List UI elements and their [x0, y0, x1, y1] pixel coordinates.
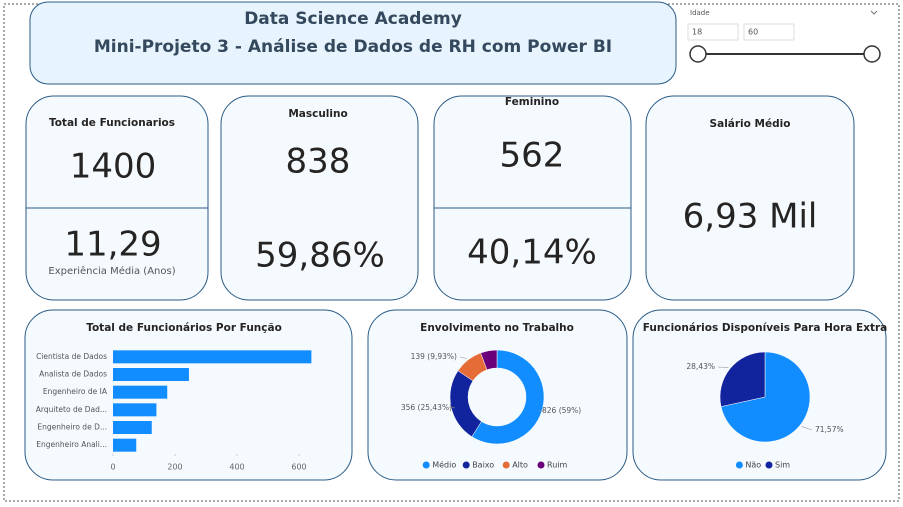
- legend-label: Baixo: [472, 461, 494, 470]
- chart-title: Total de Funcionários Por Função: [86, 322, 282, 334]
- card-sub-value: 11,29: [64, 225, 161, 265]
- data-label: 826 (59%): [542, 406, 581, 415]
- legend-marker: [537, 461, 545, 469]
- data-label: 28,43%: [686, 362, 715, 371]
- data-label: 71,57%: [815, 425, 844, 434]
- legend-label: Alto: [512, 461, 528, 470]
- x-tick-label: 0: [110, 463, 115, 472]
- card-title: Total de Funcionarios: [49, 117, 175, 129]
- bar: [113, 438, 137, 452]
- slicer-from-box[interactable]: [687, 23, 739, 41]
- y-tick-label: Analista de Dados: [39, 370, 107, 379]
- header-title: Data Science Academy: [244, 9, 462, 29]
- card: [220, 95, 419, 301]
- card: [645, 95, 855, 301]
- y-tick-label: Cientista de Dados: [36, 352, 107, 361]
- x-tick-label: 400: [229, 463, 244, 472]
- legend-label: Não: [745, 461, 761, 470]
- y-tick-label: Arquiteto de Dad...: [36, 405, 107, 414]
- y-tick-label: Engenheiro de D...: [37, 423, 107, 432]
- data-label: 356 (25,43%): [401, 403, 452, 412]
- bar: [113, 368, 189, 381]
- leader-line: [801, 426, 813, 431]
- y-tick-label: Engenheiro de IA: [43, 387, 108, 396]
- slice: [720, 351, 811, 443]
- bar: [113, 403, 157, 417]
- header-subtitle: Mini-Projeto 3 - Análise de Dados de RH …: [94, 37, 612, 57]
- y-tick-label: Engenheiro Anali...: [36, 440, 107, 449]
- card-title: Masculino: [288, 108, 347, 120]
- slice: [719, 351, 766, 407]
- slider-handle-min[interactable]: [689, 45, 707, 63]
- legend-marker: [765, 461, 773, 469]
- slider-handle-max[interactable]: [863, 45, 881, 63]
- card-value: 838: [286, 142, 351, 182]
- slicer-label: Idade: [690, 9, 710, 17]
- bar: [113, 385, 168, 399]
- card-title: Salário Médio: [710, 118, 791, 130]
- slice: [480, 349, 498, 371]
- card-title: Feminino: [505, 96, 559, 108]
- leader-line: [459, 356, 467, 359]
- x-tick-label: 200: [167, 463, 182, 472]
- legend-label: Ruim: [547, 461, 567, 470]
- slicer-chevron[interactable]: [870, 10, 878, 15]
- legend-marker: [735, 461, 743, 469]
- legend-marker: [462, 461, 470, 469]
- legend-marker: [422, 461, 430, 469]
- slicer-from: 18: [692, 28, 702, 37]
- slicer-to-box[interactable]: [743, 23, 795, 41]
- card-sub-value: 40,14%: [467, 233, 597, 273]
- slice: [471, 349, 545, 445]
- card-sub-label: Experiência Média (Anos): [48, 265, 175, 277]
- leader-line: [717, 366, 729, 368]
- bar: [113, 421, 152, 434]
- card: [433, 95, 632, 301]
- chart-title: Envolvimento no Trabalho: [420, 322, 574, 334]
- chart-card: [367, 309, 628, 481]
- header-box: [29, 1, 677, 85]
- card-value: 1400: [70, 147, 157, 187]
- legend-marker: [502, 461, 510, 469]
- leader-line: [448, 406, 456, 409]
- card-value: 6,93 Mil: [683, 197, 818, 237]
- legend-label: Médio: [432, 460, 456, 470]
- chart-title: Funcionários Disponíveis Para Hora Extra: [643, 322, 888, 334]
- slicer-to: 60: [748, 28, 758, 37]
- card: [25, 95, 209, 301]
- bar: [113, 350, 312, 364]
- legend-label: Sim: [775, 461, 790, 470]
- card-value: 562: [500, 136, 565, 176]
- data-label: 139 (9,93%): [411, 352, 457, 361]
- x-tick-label: 600: [291, 463, 306, 472]
- card-sub-value: 59,86%: [255, 236, 385, 276]
